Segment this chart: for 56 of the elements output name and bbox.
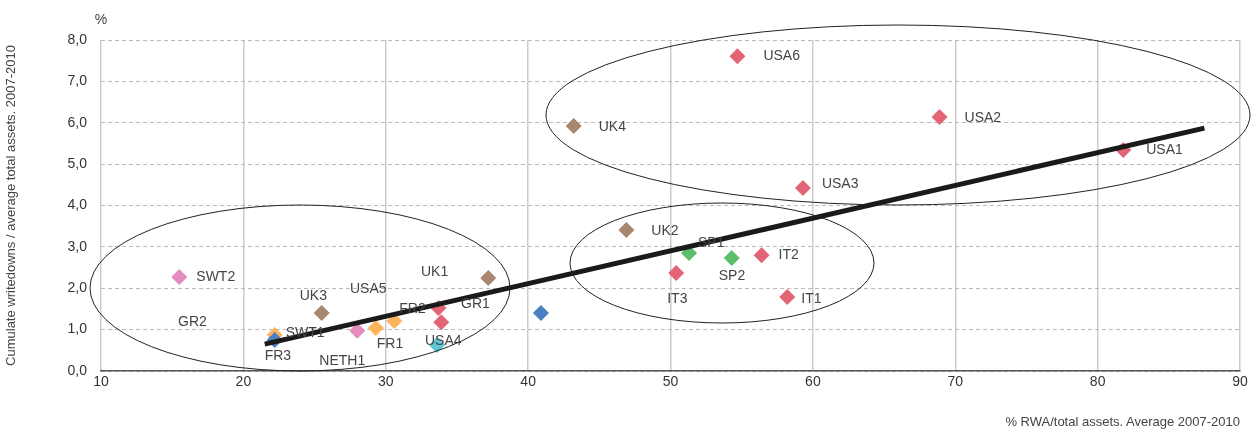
annotation: FR1 bbox=[376, 334, 404, 351]
text: % bbox=[94, 10, 108, 27]
point bbox=[729, 48, 746, 65]
y-tick-label: 0,0 bbox=[67, 361, 88, 378]
annotation: USA2 bbox=[964, 108, 1002, 125]
y-tick-label: 6,0 bbox=[67, 113, 88, 130]
y-tick-label: 7,0 bbox=[67, 72, 88, 89]
annotation: UK3 bbox=[299, 286, 328, 303]
x-tick-label: 60 bbox=[805, 373, 821, 390]
annotation: IT3 bbox=[667, 289, 688, 306]
annotation: UK4 bbox=[598, 117, 627, 134]
x-axis-title: % RWA/total assets. Average 2007-2010 bbox=[1005, 413, 1240, 429]
x-tick-label: 10 bbox=[93, 373, 109, 390]
point bbox=[171, 269, 188, 286]
y-tick-label: 4,0 bbox=[67, 196, 88, 213]
x-tick-label: 30 bbox=[377, 373, 394, 390]
annotation: UK2 bbox=[651, 221, 679, 238]
point bbox=[367, 319, 384, 336]
annotation: IT2 bbox=[778, 246, 800, 263]
point bbox=[779, 288, 796, 305]
point bbox=[480, 269, 497, 286]
annotation: NETH1 bbox=[319, 351, 366, 368]
point bbox=[313, 305, 330, 322]
point bbox=[532, 305, 549, 322]
point bbox=[668, 264, 685, 281]
annotation: GR1 bbox=[461, 294, 490, 311]
y-tick-label: 8,0 bbox=[67, 30, 88, 47]
y-axis-title: Cumulate writedowns / average total assets. 2007-2010 bbox=[3, 45, 19, 366]
annotation: USA1 bbox=[1146, 140, 1184, 157]
annotation: SP2 bbox=[718, 266, 746, 283]
x-tick-label: 80 bbox=[1089, 373, 1106, 390]
x-tick-label: 70 bbox=[947, 373, 964, 390]
x-tick-label: 50 bbox=[662, 373, 679, 390]
annotation: USA3 bbox=[821, 174, 859, 191]
x-tick-label: 90 bbox=[1232, 373, 1248, 390]
annotation: USA4 bbox=[425, 331, 462, 348]
annotation: USA5 bbox=[350, 279, 387, 296]
point bbox=[723, 250, 740, 267]
annotation: IT1 bbox=[801, 289, 822, 306]
annotation: SWT2 bbox=[196, 267, 236, 284]
annotation: GR2 bbox=[178, 312, 207, 329]
x-tick-label: 40 bbox=[520, 373, 537, 390]
y-tick-label: 1,0 bbox=[67, 320, 88, 337]
point bbox=[931, 108, 948, 125]
y-tick-label: 2,0 bbox=[67, 279, 88, 296]
annotation: FR3 bbox=[264, 346, 292, 363]
point bbox=[794, 180, 811, 197]
y-tick-label: 3,0 bbox=[67, 237, 88, 254]
point bbox=[565, 118, 582, 135]
annotation: USA6 bbox=[763, 47, 801, 63]
point bbox=[433, 314, 450, 331]
point bbox=[618, 221, 635, 238]
x-tick-label: 20 bbox=[235, 373, 252, 390]
y-tick-label: 5,0 bbox=[67, 154, 88, 171]
point bbox=[753, 247, 770, 264]
annotation: UK1 bbox=[421, 262, 449, 279]
